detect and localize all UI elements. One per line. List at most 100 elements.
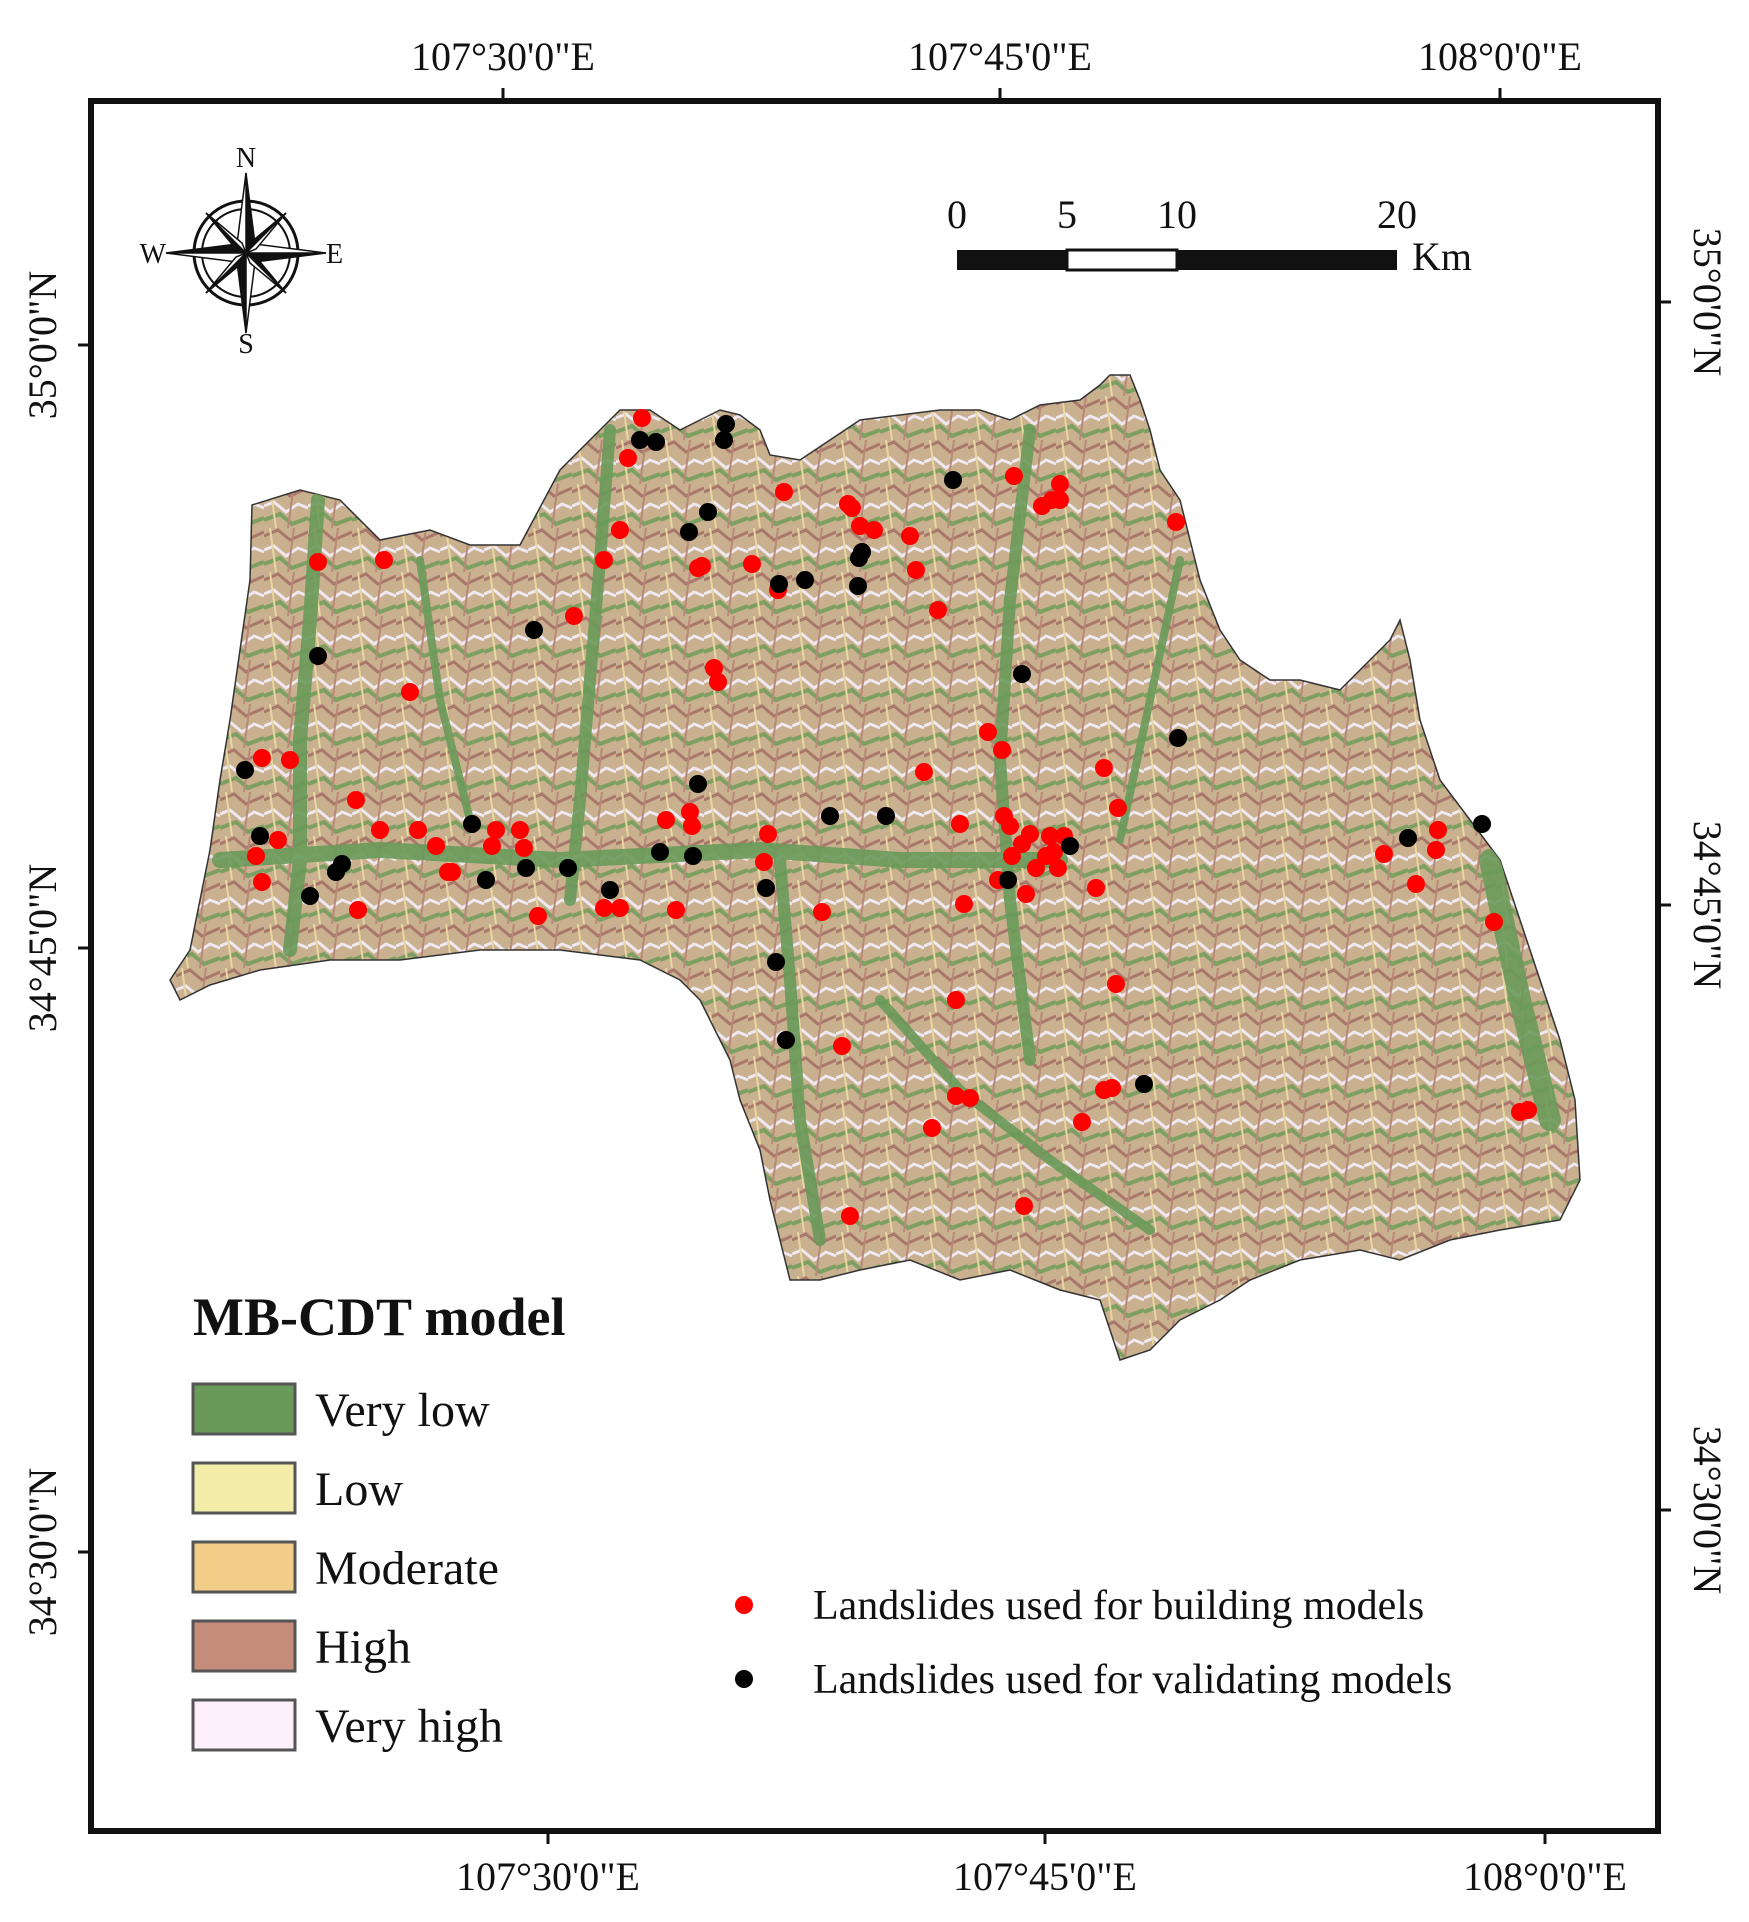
- legend-swatch-very-high: [191, 1698, 297, 1752]
- building-landslide-point: [247, 847, 265, 865]
- building-landslide-point: [1427, 841, 1445, 859]
- scale-tick-0: 0: [947, 192, 967, 237]
- building-landslide-point: [619, 449, 637, 467]
- building-landslide-point: [1407, 875, 1425, 893]
- building-landslide-point: [743, 555, 761, 573]
- building-landslide-point: [1033, 497, 1051, 515]
- building-landslide-point: [755, 853, 773, 871]
- building-landslide-point: [979, 723, 997, 741]
- left-tick-label: 34°30'0"N: [20, 1468, 65, 1636]
- building-landslide-point: [843, 499, 861, 517]
- building-point-label: Landslides used for building models: [813, 1583, 1424, 1629]
- building-landslide-point: [667, 901, 685, 919]
- right-tick-label: 34°30'0"N: [1685, 1426, 1730, 1594]
- validating-landslide-point: [651, 843, 669, 861]
- building-landslide-point: [681, 803, 699, 821]
- building-landslide-point: [443, 863, 461, 881]
- north-arrow-icon: N S E W: [140, 143, 344, 360]
- compass-west: W: [140, 239, 167, 270]
- validating-landslide-point: [849, 577, 867, 595]
- validating-landslide-point: [877, 807, 895, 825]
- validating-landslide-point: [517, 859, 535, 877]
- validating-landslide-point: [631, 431, 649, 449]
- validating-landslide-point: [333, 855, 351, 873]
- legend-label-low: Low: [315, 1463, 403, 1516]
- validating-landslide-point: [525, 621, 543, 639]
- building-landslide-point: [595, 899, 613, 917]
- building-landslide-point: [841, 1207, 859, 1225]
- validating-landslide-point: [1013, 665, 1031, 683]
- validating-landslide-point: [251, 827, 269, 845]
- scale-tick-20: 20: [1377, 192, 1417, 237]
- building-landslide-point: [775, 483, 793, 501]
- validating-landslide-point: [684, 847, 702, 865]
- validating-landslide-point: [680, 523, 698, 541]
- top-tick-label: 108°0'0"E: [1418, 34, 1582, 79]
- validating-landslide-point: [796, 571, 814, 589]
- building-landslide-point: [401, 683, 419, 701]
- building-landslide-point: [1003, 847, 1021, 865]
- building-landslide-point: [375, 551, 393, 569]
- building-landslide-point: [1375, 845, 1393, 863]
- building-landslide-point: [611, 899, 629, 917]
- building-landslide-point: [689, 559, 707, 577]
- scale-tick-10: 10: [1157, 192, 1197, 237]
- building-landslide-point: [1167, 513, 1185, 531]
- building-landslide-point: [349, 901, 367, 919]
- legend-title: MB-CDT model: [193, 1287, 566, 1347]
- scale-bar: 0 5 10 20 Km: [947, 192, 1472, 279]
- left-tick-label: 34°45'0"N: [20, 864, 65, 1032]
- validating-landslide-point: [309, 647, 327, 665]
- building-landslide-point: [915, 763, 933, 781]
- legend-swatch-moderate: [191, 1540, 297, 1594]
- building-landslide-point: [947, 1087, 965, 1105]
- building-landslide-point: [1015, 1197, 1033, 1215]
- validating-landslide-point: [463, 815, 481, 833]
- susceptibility-legend: MB-CDT model Very low Low Moderate High Very…: [191, 1287, 566, 1753]
- building-landslide-point: [1051, 475, 1069, 493]
- building-landslide-point: [901, 527, 919, 545]
- graticule-ticks: [78, 88, 1671, 1844]
- building-landslide-point: [907, 561, 925, 579]
- building-landslide-point: [1087, 879, 1105, 897]
- building-landslide-point: [833, 1037, 851, 1055]
- validating-landslide-point: [236, 761, 254, 779]
- building-landslide-point: [1021, 825, 1039, 843]
- validating-landslide-point: [717, 415, 735, 433]
- building-landslide-point: [1001, 817, 1019, 835]
- landslide-points: [236, 409, 1537, 1225]
- building-landslide-point: [1041, 827, 1059, 845]
- validating-landslide-point: [1399, 829, 1417, 847]
- compass-south: S: [238, 329, 254, 360]
- building-landslide-point: [595, 551, 613, 569]
- building-landslide-point: [1017, 885, 1035, 903]
- building-landslide-point: [515, 839, 533, 857]
- bottom-tick-label: 107°45'0"E: [953, 1854, 1137, 1899]
- validating-point-symbol: [735, 1670, 753, 1688]
- legend-label-very-low: Very low: [315, 1384, 490, 1437]
- building-landslide-point: [1107, 975, 1125, 993]
- legend-swatch-very-low: [191, 1382, 297, 1436]
- building-landslide-point: [1051, 491, 1069, 509]
- legend-swatch-low: [191, 1461, 297, 1515]
- building-landslide-point: [511, 821, 529, 839]
- building-landslide-point: [947, 991, 965, 1009]
- graticule-labels: 107°30'0"E 107°45'0"E 108°0'0"E 107°30'0…: [20, 34, 1730, 1899]
- building-landslide-point: [709, 673, 727, 691]
- building-landslide-point: [1103, 1079, 1121, 1097]
- building-landslide-point: [1073, 1113, 1091, 1131]
- compass-east: E: [326, 239, 343, 270]
- building-landslide-point: [961, 1089, 979, 1107]
- building-landslide-point: [759, 825, 777, 843]
- bottom-tick-label: 108°0'0"E: [1463, 1854, 1627, 1899]
- building-landslide-point: [1429, 821, 1447, 839]
- points-legend: Landslides used for building models Land…: [735, 1583, 1452, 1703]
- validating-landslide-point: [477, 871, 495, 889]
- building-landslide-point: [813, 903, 831, 921]
- building-landslide-point: [1027, 859, 1045, 877]
- building-landslide-point: [269, 831, 287, 849]
- building-landslide-point: [865, 521, 883, 539]
- validating-landslide-point: [1061, 837, 1079, 855]
- building-landslide-point: [253, 873, 271, 891]
